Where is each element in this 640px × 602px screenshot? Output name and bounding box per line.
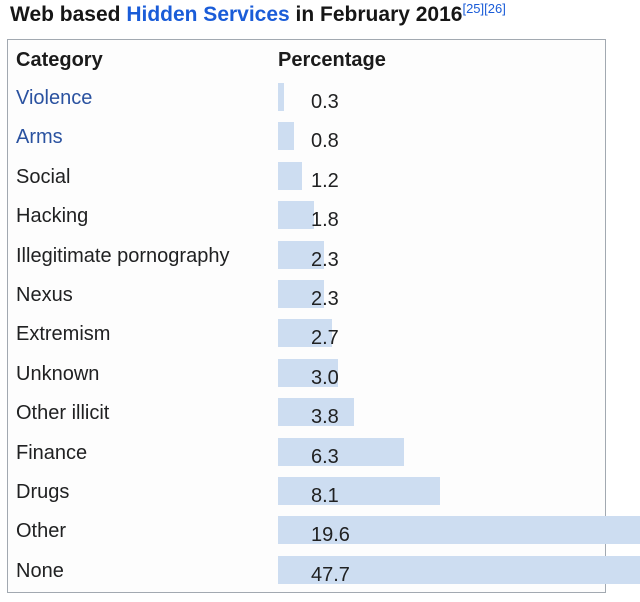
- percentage-column-header: Percentage: [278, 49, 386, 71]
- table-row: Violence 0.3: [8, 80, 605, 119]
- category-label: Social: [16, 165, 71, 188]
- ref-26-link[interactable]: [26]: [484, 1, 506, 16]
- hidden-services-table: Category Percentage Violence 0.3 Arms 0.…: [7, 39, 640, 594]
- category-label: Nexus: [16, 283, 73, 306]
- table-row: Arms 0.8: [8, 119, 605, 158]
- page-title: Web based Hidden Services in February 20…: [10, 1, 506, 27]
- table-row: Other 19.6: [8, 513, 640, 552]
- table-row: Unknown 3.0: [8, 356, 605, 395]
- percentage-bar: [278, 122, 294, 151]
- percentage-bar: [278, 83, 284, 111]
- percentage-value: 6.3: [311, 445, 339, 468]
- percentage-bar: [278, 555, 640, 584]
- percentage-value: 0.3: [311, 91, 339, 113]
- percentage-bar: [278, 516, 640, 545]
- percentage-value: 19.6: [311, 524, 350, 547]
- table-row: None 47.7: [8, 553, 640, 592]
- table-row: Nexus 2.3: [8, 277, 605, 316]
- title-suffix: in February 2016: [289, 3, 463, 26]
- percentage-value: 3.0: [311, 366, 339, 389]
- table-row: Illegitimate pornography 2.3: [8, 238, 605, 277]
- percentage-value: 3.8: [311, 406, 339, 429]
- percentage-value: 1.8: [311, 209, 339, 232]
- title-references: [25][26]: [462, 1, 505, 16]
- category-label: Violence: [16, 86, 92, 110]
- category-link[interactable]: Violence: [16, 87, 93, 109]
- percentage-bar: [278, 201, 314, 230]
- category-label: None: [16, 559, 64, 582]
- table-row: Extremism 2.7: [8, 316, 605, 355]
- table-row: Other illicit 3.8: [8, 395, 605, 434]
- category-link[interactable]: Arms: [16, 126, 63, 149]
- category-label: Unknown: [16, 362, 100, 385]
- table-header-row: Category Percentage: [8, 40, 605, 80]
- percentage-bar: [278, 161, 302, 190]
- table-row: Hacking 1.8: [8, 198, 605, 237]
- category-label: Other: [16, 520, 67, 543]
- percentage-value: 2.3: [311, 248, 339, 271]
- category-label: Finance: [16, 441, 88, 464]
- hidden-services-link[interactable]: Hidden Services: [126, 3, 290, 26]
- table-body: Violence 0.3 Arms 0.8 Social 1.2 Hacking…: [8, 80, 640, 592]
- category-label: Other illicit: [16, 402, 110, 425]
- category-label: Arms: [16, 125, 63, 149]
- table-row: Drugs 8.1: [8, 474, 605, 513]
- percentage-bar: [278, 279, 324, 308]
- percentage-bar: [278, 437, 404, 466]
- percentage-bar: [278, 476, 440, 505]
- table-row: Finance 6.3: [8, 435, 605, 474]
- category-label: Drugs: [16, 480, 70, 503]
- percentage-value: 1.2: [311, 169, 339, 192]
- category-label: Hacking: [16, 205, 89, 228]
- percentage-value: 2.3: [311, 287, 339, 310]
- percentage-bar: [278, 358, 338, 387]
- percentage-value: 2.7: [311, 327, 339, 350]
- title-prefix: Web based: [10, 3, 127, 26]
- percentage-bar: [278, 398, 354, 427]
- percentage-value: 0.8: [311, 130, 339, 153]
- category-column-header: Category: [16, 49, 103, 71]
- ref-25-link[interactable]: [25]: [462, 1, 485, 16]
- percentage-bar: [278, 240, 324, 269]
- category-label: Extremism: [16, 323, 111, 346]
- table-row: Social 1.2: [8, 159, 605, 198]
- category-label: Illegitimate pornography: [16, 244, 230, 267]
- percentage-bar: [278, 319, 332, 348]
- percentage-value: 47.7: [311, 563, 350, 586]
- percentage-value: 8.1: [311, 484, 339, 507]
